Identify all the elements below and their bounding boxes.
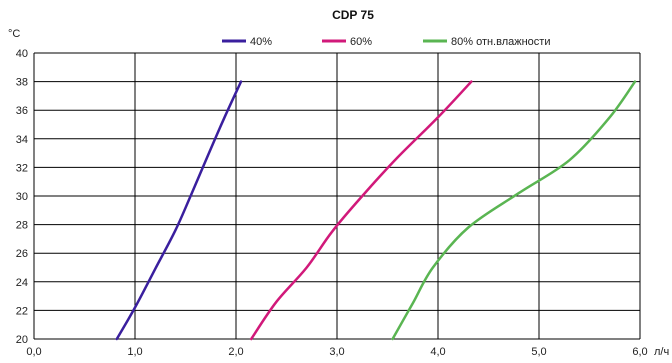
x-tick-label: 4,0 (430, 346, 445, 358)
legend-label: 80% отн.влажности (451, 36, 550, 48)
y-tick-label: 40 (16, 48, 28, 60)
series-line-0 (115, 80, 243, 341)
x-tick-label: 3,0 (329, 346, 344, 358)
x-tick-label: 0,0 (26, 346, 41, 358)
grid (33, 52, 641, 340)
x-tick-label: 6,0 (632, 346, 647, 358)
y-axis-label: °C (8, 28, 20, 40)
y-tick-label: 20 (16, 334, 28, 346)
legend: 40% 60% 80% отн.влажности (222, 36, 550, 48)
y-tick-label: 22 (16, 305, 28, 317)
y-tick-label: 24 (16, 277, 28, 289)
series-line-1 (249, 80, 473, 341)
legend-label: 40% (250, 36, 272, 48)
chart-title: CDP 75 (332, 8, 374, 22)
y-tick-label: 38 (16, 77, 28, 89)
text-layer: 20 22 24 26 28 30 32 34 36 38 40 0,0 1,0 2,0 3,0 4,0 5,0… (8, 8, 669, 358)
y-tick-label: 36 (16, 105, 28, 117)
x-axis-unit: л/ч (654, 346, 669, 358)
series-layer (115, 80, 637, 341)
legend-label: 60% (350, 36, 372, 48)
x-tick-label: 2,0 (228, 346, 243, 358)
x-tick-label: 5,0 (531, 346, 546, 358)
y-tick-label: 28 (16, 220, 28, 232)
y-tick-label: 26 (16, 248, 28, 260)
y-tick-label: 34 (16, 134, 28, 146)
x-tick-label: 1,0 (127, 346, 142, 358)
y-tick-label: 32 (16, 162, 28, 174)
series-line-2 (391, 80, 637, 341)
y-tick-label: 30 (16, 191, 28, 203)
